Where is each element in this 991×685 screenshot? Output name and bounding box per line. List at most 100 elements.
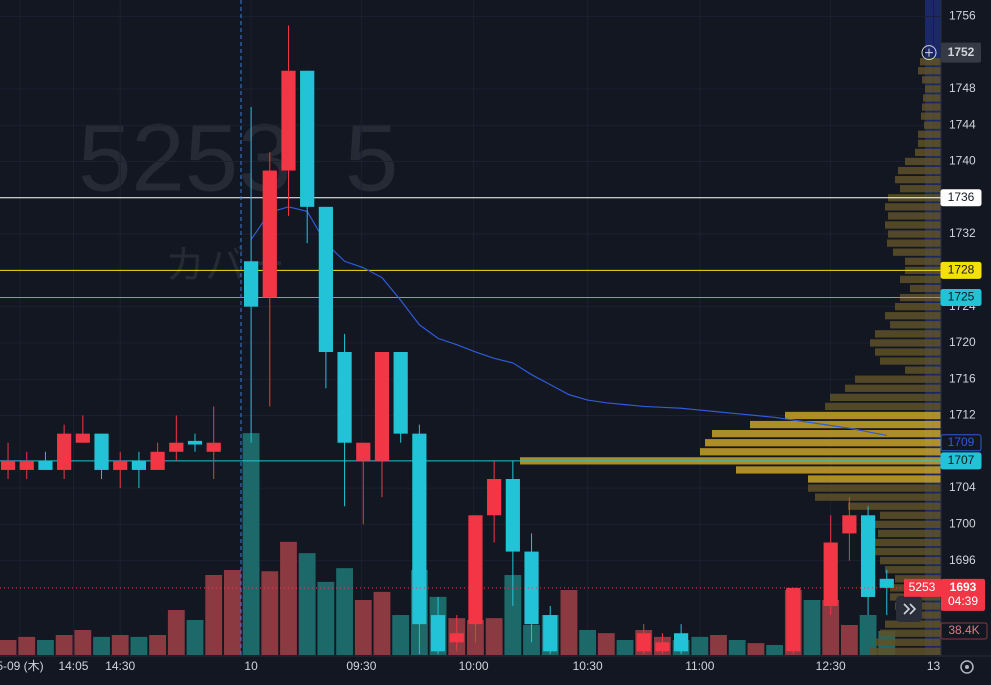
- candle-body: [468, 515, 483, 625]
- price-label: 1709: [948, 435, 975, 449]
- profile-bar: [920, 58, 941, 66]
- volume-bar: [747, 643, 765, 655]
- candle-body: [543, 615, 558, 652]
- volume-bar: [766, 645, 784, 655]
- profile-bar: [736, 466, 941, 474]
- volume-bar: [560, 590, 578, 655]
- candle-body: [75, 433, 90, 443]
- volume-bar: [223, 570, 241, 655]
- profile-bar: [895, 175, 941, 184]
- profile-bar: [880, 629, 941, 637]
- volume-bar: [261, 571, 279, 655]
- candle-body: [430, 615, 446, 652]
- profile-bar: [825, 402, 941, 411]
- profile-bar: [705, 439, 941, 447]
- profile-bar: [875, 520, 941, 528]
- volume-bar: [317, 581, 335, 655]
- profile-bar: [870, 339, 941, 347]
- y-tick-label: 1704: [949, 480, 976, 494]
- profile-bar: [922, 76, 941, 84]
- profile-bar: [885, 221, 941, 229]
- settings-button[interactable]: [960, 660, 974, 674]
- y-tick-label: 1720: [949, 335, 976, 349]
- price-label: 1725: [948, 290, 975, 304]
- candle-body: [393, 351, 408, 434]
- profile-bar: [808, 475, 941, 483]
- last-price-box: [941, 578, 985, 611]
- profile-bar: [898, 166, 941, 175]
- volume-bar: [111, 635, 129, 655]
- y-tick-label: 1756: [949, 9, 976, 23]
- candle-body: [524, 551, 539, 625]
- profile-bar: [918, 139, 941, 147]
- profile-bar: [875, 348, 941, 356]
- volume-bar: [37, 640, 54, 655]
- profile-bar: [880, 357, 941, 365]
- profile-bar: [885, 566, 941, 574]
- volume-bar: [485, 618, 503, 655]
- x-tick-label: 10:30: [573, 659, 603, 673]
- profile-bar: [870, 647, 941, 655]
- profile-bar: [865, 538, 941, 547]
- volume-bar: [691, 636, 709, 655]
- x-tick-label: 10: [244, 659, 258, 673]
- profile-bar: [918, 130, 941, 138]
- y-tick-label: 1712: [949, 408, 976, 422]
- profile-bar: [700, 448, 941, 456]
- volume-bar: [728, 640, 746, 655]
- candle-body: [19, 460, 34, 470]
- x-tick-label: 10:00: [459, 659, 489, 673]
- volume-bar: [130, 636, 148, 655]
- profile-bar: [905, 157, 941, 166]
- profile-bar: [888, 230, 941, 238]
- x-tick-label: 5-09 (木): [0, 659, 44, 673]
- volume-bar: [18, 636, 36, 655]
- candle-body: [487, 479, 502, 516]
- profile-bar: [921, 112, 941, 120]
- candle-body: [187, 440, 203, 445]
- volume-bar: [149, 635, 167, 655]
- candle-body: [374, 351, 390, 461]
- price-label-box: [940, 452, 982, 470]
- x-tick-label: 09:30: [346, 659, 376, 673]
- profile-bar: [922, 103, 941, 111]
- candle-body: [636, 633, 651, 652]
- candle-body: [150, 451, 165, 470]
- x-tick-label: 14:30: [105, 659, 135, 673]
- y-tick-label: 1744: [949, 117, 976, 131]
- profile-bar: [905, 257, 941, 265]
- profile-bar: [925, 85, 941, 93]
- price-label-box: [940, 189, 982, 207]
- volume-bar: [242, 433, 260, 655]
- volume-bar: [167, 610, 185, 655]
- candle-body: [674, 633, 689, 652]
- profile-bar: [890, 321, 941, 329]
- profile-bar: [895, 303, 941, 311]
- profile-bar: [885, 203, 941, 211]
- candle-body: [0, 460, 16, 470]
- profile-bar: [900, 185, 941, 193]
- candle-body: [505, 479, 520, 552]
- countdown: 04:39: [948, 594, 978, 608]
- profile-bar: [830, 393, 941, 401]
- candle-body: [262, 170, 277, 298]
- price-label: 1736: [948, 190, 975, 204]
- price-label: 1707: [948, 453, 975, 467]
- profile-bar: [895, 575, 941, 583]
- x-tick-label: 14:05: [58, 659, 88, 673]
- candle-body: [94, 433, 109, 470]
- volume-bar: [803, 600, 821, 655]
- add-icon: [921, 45, 937, 61]
- volume-bar: [0, 640, 17, 655]
- price-label-box: [940, 434, 982, 452]
- volume-bar: [55, 635, 73, 655]
- add-button[interactable]: [921, 45, 937, 61]
- volume-bar: [597, 633, 615, 655]
- scroll-button[interactable]: [896, 596, 922, 622]
- profile-bar: [888, 212, 941, 220]
- candle-body: [356, 442, 371, 461]
- price-label-box: [940, 261, 982, 279]
- volume-bar: [298, 553, 316, 655]
